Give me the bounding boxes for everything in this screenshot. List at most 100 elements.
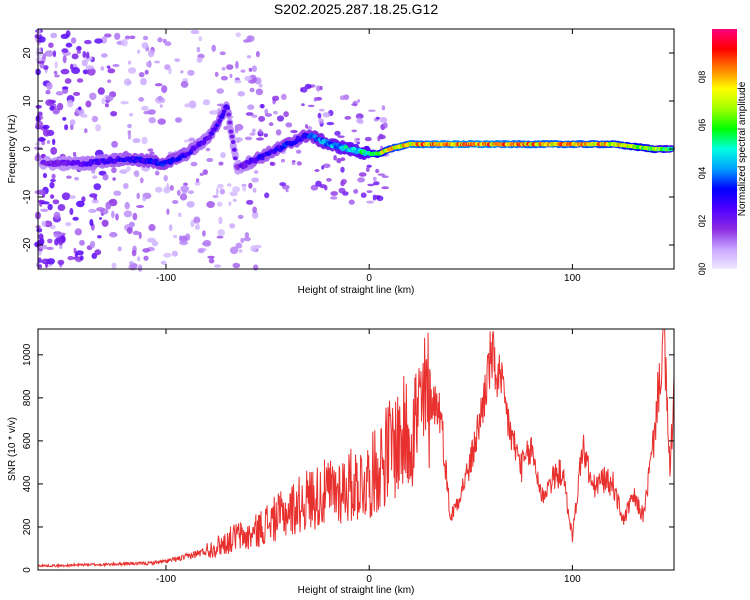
noise-blob: [211, 44, 216, 52]
noise-blob: [46, 246, 54, 250]
noise-blob: [95, 124, 101, 132]
noise-blob: [127, 123, 132, 129]
noise-blob: [175, 117, 182, 123]
noise-blob: [104, 33, 112, 38]
noise-blob: [190, 219, 195, 228]
noise-blob: [243, 236, 251, 242]
noise-blob: [168, 67, 172, 75]
noise-blob: [58, 238, 64, 246]
noise-blob: [139, 177, 144, 184]
noise-blob: [247, 104, 255, 110]
noise-blob: [174, 58, 181, 62]
noise-blob: [246, 55, 252, 59]
noise-blob: [94, 38, 103, 44]
noise-blob: [75, 200, 85, 208]
noise-blob: [35, 56, 42, 62]
spectrogram-ytick-label: 0: [22, 146, 33, 152]
noise-blob: [227, 183, 232, 187]
noise-blob: [245, 112, 254, 116]
noise-blob: [275, 129, 282, 136]
noise-blob: [50, 147, 58, 155]
noise-blob: [89, 219, 94, 226]
noise-blob: [65, 42, 73, 48]
noise-blob: [177, 189, 181, 196]
noise-blob: [37, 250, 42, 256]
noise-blob: [38, 264, 43, 269]
noise-blob: [126, 80, 132, 85]
noise-blob: [324, 185, 328, 191]
noise-blob: [196, 57, 203, 63]
noise-blob: [205, 147, 211, 152]
noise-blob: [368, 109, 376, 112]
noise-blob: [72, 216, 79, 221]
noise-blob: [141, 105, 149, 111]
signal-blob: [217, 118, 223, 123]
noise-blob: [351, 129, 358, 133]
spectrogram-ytick-label: 10: [22, 95, 33, 107]
noise-blob: [48, 42, 54, 48]
noise-blob: [107, 79, 112, 83]
noise-blob: [64, 78, 72, 84]
noise-blob: [111, 262, 117, 269]
chart-title: S202.2025.287.18.25.G12: [274, 1, 438, 17]
noise-blob: [337, 135, 345, 138]
noise-blob: [381, 186, 390, 190]
noise-blob: [186, 201, 195, 208]
noise-blob: [355, 113, 364, 120]
noise-blob: [39, 244, 48, 250]
noise-blob: [91, 199, 99, 204]
snr-ytick-label: 0: [22, 567, 33, 573]
noise-blob: [234, 127, 239, 134]
noise-blob: [136, 205, 145, 208]
noise-blob: [238, 249, 243, 253]
noise-blob: [142, 196, 147, 202]
spectrogram-xtick-label: 0: [366, 273, 372, 284]
noise-blob: [295, 149, 302, 154]
noise-blob: [161, 85, 168, 94]
noise-blob: [136, 256, 141, 262]
noise-blob: [76, 50, 82, 54]
noise-blob: [253, 264, 259, 271]
noise-blob: [258, 83, 263, 88]
noise-blob: [218, 161, 224, 166]
noise-blob: [38, 36, 46, 43]
noise-blob: [154, 60, 161, 64]
noise-blob: [377, 173, 386, 176]
noise-blob: [36, 60, 45, 64]
noise-blob: [40, 208, 49, 212]
noise-blob: [375, 116, 380, 120]
noise-blob: [285, 122, 293, 128]
noise-blob: [72, 151, 77, 157]
noise-blob: [76, 45, 82, 52]
noise-blob: [65, 222, 72, 227]
noise-blob: [364, 136, 372, 142]
noise-blob: [219, 51, 226, 56]
noise-blob: [71, 53, 79, 60]
noise-blob: [55, 91, 64, 96]
noise-blob: [365, 166, 370, 173]
noise-blob: [338, 187, 346, 194]
spectrogram-ytick-label: -10: [22, 189, 33, 204]
noise-blob: [121, 38, 128, 47]
noise-blob: [52, 138, 56, 145]
snr-series-line: [38, 329, 674, 569]
noise-blob: [54, 74, 60, 78]
noise-blob: [198, 36, 203, 42]
noise-blob: [73, 91, 81, 96]
noise-blob: [85, 100, 92, 108]
noise-blob: [67, 99, 74, 108]
colorbar-tick-label: 0.8: [697, 71, 707, 84]
noise-blob: [232, 186, 241, 193]
noise-blob: [52, 108, 60, 115]
noise-blob: [128, 67, 137, 74]
noise-blob: [149, 151, 155, 155]
signal-blob: [226, 112, 232, 117]
noise-blob: [232, 198, 237, 202]
snr-ytick-label: 1000: [22, 343, 33, 366]
spectrogram-xlabel: Height of straight line (km): [298, 285, 415, 296]
noise-blob: [280, 93, 287, 100]
noise-blob: [51, 173, 56, 180]
noise-blob: [53, 70, 58, 75]
